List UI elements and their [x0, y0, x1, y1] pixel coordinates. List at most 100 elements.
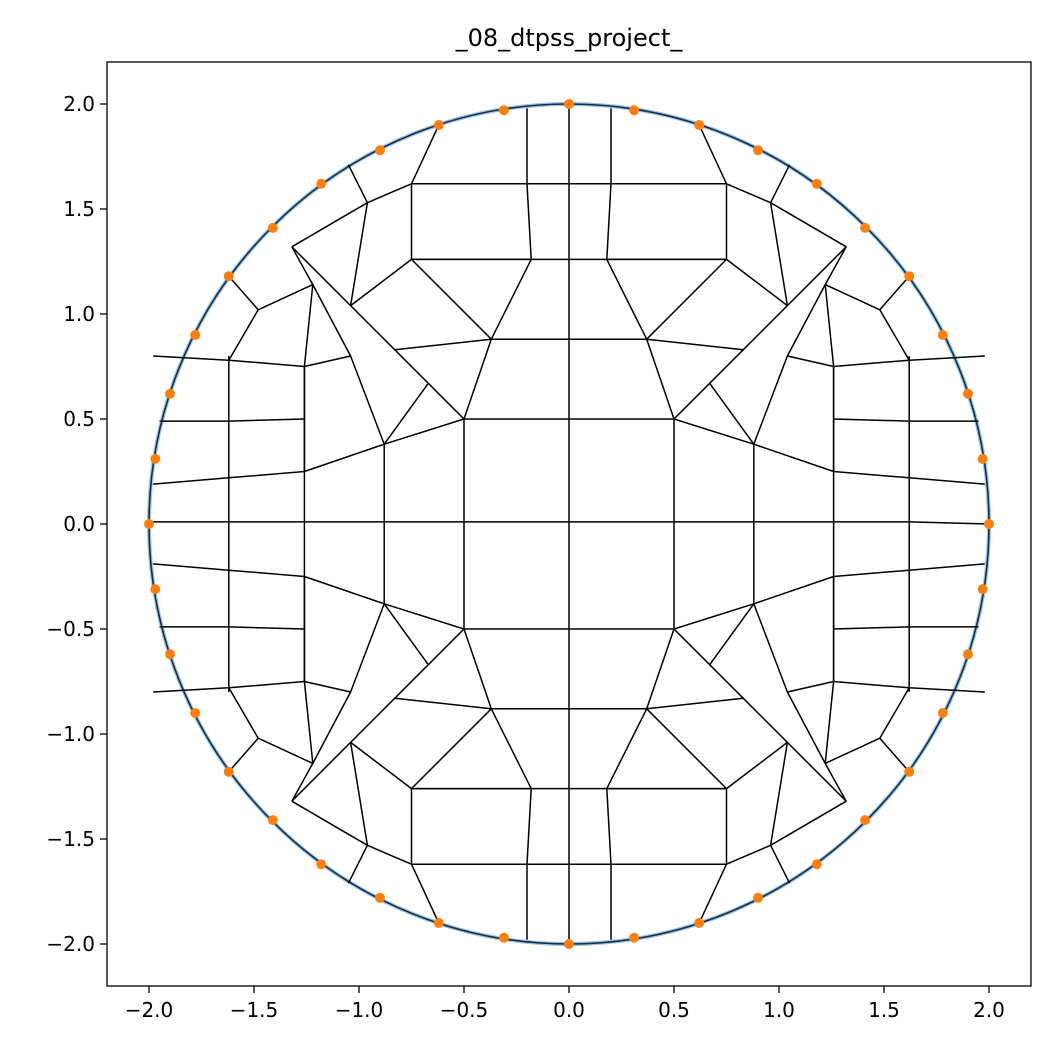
boundary-point-1: [629, 105, 640, 116]
mesh-line-71: [787, 355, 834, 368]
boundary-point-20: [564, 939, 574, 949]
mesh-line-37: [646, 697, 744, 710]
boundary-point-11: [977, 584, 988, 595]
y-axis: −2.0 −1.5 −1.0 −0.5 0.0 0.5 1.0 1.5 2.0: [46, 92, 107, 956]
mesh-line-68: [159, 626, 305, 630]
mesh-line-54: [350, 258, 532, 307]
mesh-line-81: [769, 742, 791, 884]
x-axis: −2.0 −1.5 −1.0 −0.5 0.0 0.5 1.0 1.5 2.0: [125, 986, 1005, 1022]
boundary-point-7: [937, 330, 948, 340]
mesh-line-33: [709, 664, 847, 802]
boundary-points: [144, 99, 994, 949]
boundary-point-15: [860, 815, 871, 826]
mesh-line-70: [304, 355, 351, 368]
mesh-line-55: [606, 258, 788, 307]
boundary-point-5: [860, 222, 871, 233]
y-tick-label-6: 1.0: [63, 302, 95, 326]
boundary-point-3: [753, 145, 763, 156]
mesh-line-80: [347, 742, 369, 884]
boundary-point-22: [433, 918, 444, 928]
boundary-point-10: [984, 519, 994, 529]
boundary-point-36: [316, 178, 327, 189]
mesh-line-56: [350, 741, 532, 790]
plot-area: [144, 99, 994, 949]
boundary-point-39: [498, 105, 509, 116]
boundary-point-0: [564, 99, 574, 109]
chart-title: _08_dtpss_project_: [455, 24, 684, 52]
boundary-point-25: [267, 815, 278, 826]
mesh-line-85: [879, 687, 910, 739]
mesh-line-83: [879, 309, 910, 361]
boundary-point-18: [694, 918, 705, 928]
boundary-point-12: [963, 649, 973, 660]
boundary-point-30: [144, 519, 154, 529]
x-tick-label-0: −2.0: [125, 998, 174, 1022]
x-tick-label-8: 2.0: [973, 998, 1005, 1022]
boundary-point-26: [223, 766, 234, 777]
mesh-line-34: [394, 338, 492, 351]
mesh-line-5: [149, 521, 990, 525]
y-tick-label-4: 0.0: [63, 512, 95, 536]
y-tick-label-5: 0.5: [63, 407, 95, 431]
boundary-point-35: [267, 222, 278, 233]
mesh-line-58: [291, 183, 527, 248]
mesh-line-50: [410, 258, 492, 340]
x-tick-label-5: 0.5: [658, 998, 690, 1022]
y-tick-label-3: −0.5: [46, 617, 95, 641]
boundary-point-2: [694, 120, 705, 130]
mesh-line-36: [394, 697, 492, 710]
boundary-point-29: [150, 584, 161, 595]
boundary-point-28: [165, 649, 175, 660]
y-tick-label-7: 1.5: [63, 197, 95, 221]
boundary-point-34: [223, 271, 234, 282]
boundary-point-24: [316, 859, 327, 870]
boundary-point-27: [190, 708, 201, 718]
boundary-point-33: [190, 330, 201, 340]
mesh-line-82: [228, 309, 259, 361]
boundary-point-32: [165, 388, 175, 399]
mesh-line-35: [646, 338, 744, 351]
mesh-line-51: [646, 258, 728, 340]
boundary-point-13: [937, 708, 948, 718]
mesh-line-84: [228, 687, 259, 739]
boundary-point-21: [498, 932, 509, 943]
mesh-line-31: [709, 246, 847, 384]
mesh-line-32: [291, 664, 429, 802]
boundary-point-37: [375, 145, 385, 156]
mesh-line-67: [833, 418, 979, 422]
boundary-point-4: [811, 178, 822, 189]
boundary-point-17: [753, 892, 763, 903]
x-tick-label-3: −0.5: [440, 998, 489, 1022]
boundary-point-38: [433, 120, 444, 130]
boundary-point-6: [904, 271, 915, 282]
y-tick-label-0: −2.0: [46, 932, 95, 956]
x-tick-label-1: −1.5: [230, 998, 279, 1022]
boundary-point-23: [375, 892, 385, 903]
mesh-line-61: [611, 800, 847, 865]
mesh-line-30: [291, 246, 429, 384]
y-tick-label-1: −1.5: [46, 827, 95, 851]
boundary-point-16: [811, 859, 822, 870]
mesh-line-52: [410, 708, 492, 790]
boundary-point-9: [977, 453, 988, 464]
mesh-line-69: [833, 626, 979, 630]
x-tick-label-6: 1.0: [763, 998, 795, 1022]
boundary-point-14: [904, 766, 915, 777]
y-tick-label-2: −1.0: [46, 722, 95, 746]
mesh-line-72: [304, 680, 351, 693]
mesh-line-66: [159, 418, 305, 422]
mesh-line-57: [606, 741, 788, 790]
y-tick-label-8: 2.0: [63, 92, 95, 116]
x-tick-label-7: 1.5: [868, 998, 900, 1022]
mesh-line-53: [646, 708, 728, 790]
mesh-line-73: [787, 680, 834, 693]
mesh-line-78: [347, 164, 369, 306]
boundary-point-8: [963, 388, 973, 399]
mesh-line-79: [769, 164, 791, 306]
boundary-point-19: [629, 932, 640, 943]
mesh-lines: [149, 104, 990, 944]
x-tick-label-2: −1.0: [335, 998, 384, 1022]
mesh-line-59: [611, 183, 847, 248]
